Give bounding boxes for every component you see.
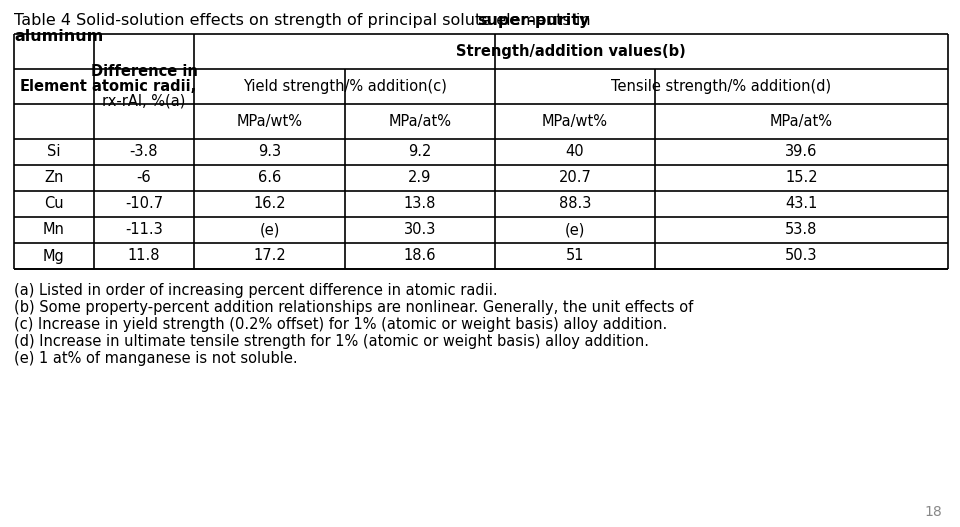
Text: 43.1: 43.1 bbox=[785, 197, 818, 211]
Text: aluminum: aluminum bbox=[14, 29, 104, 44]
Text: Mg: Mg bbox=[43, 249, 65, 264]
Text: Yield strength/% addition(c): Yield strength/% addition(c) bbox=[243, 79, 446, 94]
Text: (c) Increase in yield strength (0.2% offset) for 1% (atomic or weight basis) all: (c) Increase in yield strength (0.2% off… bbox=[14, 317, 667, 332]
Text: -6: -6 bbox=[136, 171, 152, 186]
Text: 2.9: 2.9 bbox=[408, 171, 432, 186]
Text: 9.3: 9.3 bbox=[258, 144, 281, 160]
Text: super-purity: super-purity bbox=[477, 13, 589, 28]
Text: (e) 1 at% of manganese is not soluble.: (e) 1 at% of manganese is not soluble. bbox=[14, 351, 298, 366]
Text: 18: 18 bbox=[924, 505, 942, 519]
Text: (a) Listed in order of increasing percent difference in atomic radii.: (a) Listed in order of increasing percen… bbox=[14, 283, 497, 298]
Text: 88.3: 88.3 bbox=[559, 197, 591, 211]
Text: Difference in: Difference in bbox=[90, 64, 198, 80]
Text: 13.8: 13.8 bbox=[404, 197, 436, 211]
Text: 11.8: 11.8 bbox=[128, 249, 160, 264]
Text: (b) Some property-percent addition relationships are nonlinear. Generally, the u: (b) Some property-percent addition relat… bbox=[14, 300, 693, 315]
Text: Element: Element bbox=[20, 79, 88, 94]
Text: -10.7: -10.7 bbox=[125, 197, 163, 211]
Text: Zn: Zn bbox=[44, 171, 63, 186]
Text: -11.3: -11.3 bbox=[125, 222, 163, 238]
Text: (d) Increase in ultimate tensile strength for 1% (atomic or weight basis) alloy : (d) Increase in ultimate tensile strengt… bbox=[14, 334, 649, 349]
Text: MPa/at%: MPa/at% bbox=[770, 114, 833, 129]
Text: Si: Si bbox=[47, 144, 60, 160]
Text: 18.6: 18.6 bbox=[404, 249, 436, 264]
Text: 16.2: 16.2 bbox=[253, 197, 286, 211]
Text: 51: 51 bbox=[565, 249, 585, 264]
Text: 30.3: 30.3 bbox=[404, 222, 436, 238]
Text: Mn: Mn bbox=[43, 222, 65, 238]
Text: 6.6: 6.6 bbox=[258, 171, 281, 186]
Text: MPa/wt%: MPa/wt% bbox=[236, 114, 302, 129]
Text: 53.8: 53.8 bbox=[785, 222, 818, 238]
Text: 50.3: 50.3 bbox=[785, 249, 818, 264]
Text: atomic radii,: atomic radii, bbox=[92, 79, 196, 94]
Text: (e): (e) bbox=[259, 222, 279, 238]
Text: 17.2: 17.2 bbox=[253, 249, 286, 264]
Text: rx-rAl, %(a): rx-rAl, %(a) bbox=[103, 93, 185, 109]
Text: 15.2: 15.2 bbox=[785, 171, 818, 186]
Text: Cu: Cu bbox=[44, 197, 63, 211]
Text: 9.2: 9.2 bbox=[408, 144, 432, 160]
Text: -3.8: -3.8 bbox=[130, 144, 158, 160]
Text: 40: 40 bbox=[565, 144, 585, 160]
Text: Strength/addition values(b): Strength/addition values(b) bbox=[456, 44, 685, 59]
Text: MPa/wt%: MPa/wt% bbox=[542, 114, 608, 129]
Text: 20.7: 20.7 bbox=[559, 171, 591, 186]
Text: MPa/at%: MPa/at% bbox=[389, 114, 451, 129]
Text: Tensile strength/% addition(d): Tensile strength/% addition(d) bbox=[612, 79, 831, 94]
Text: 39.6: 39.6 bbox=[785, 144, 818, 160]
Text: (e): (e) bbox=[564, 222, 586, 238]
Text: Table 4 Solid-solution effects on strength of principal solute elements in: Table 4 Solid-solution effects on streng… bbox=[14, 13, 596, 28]
